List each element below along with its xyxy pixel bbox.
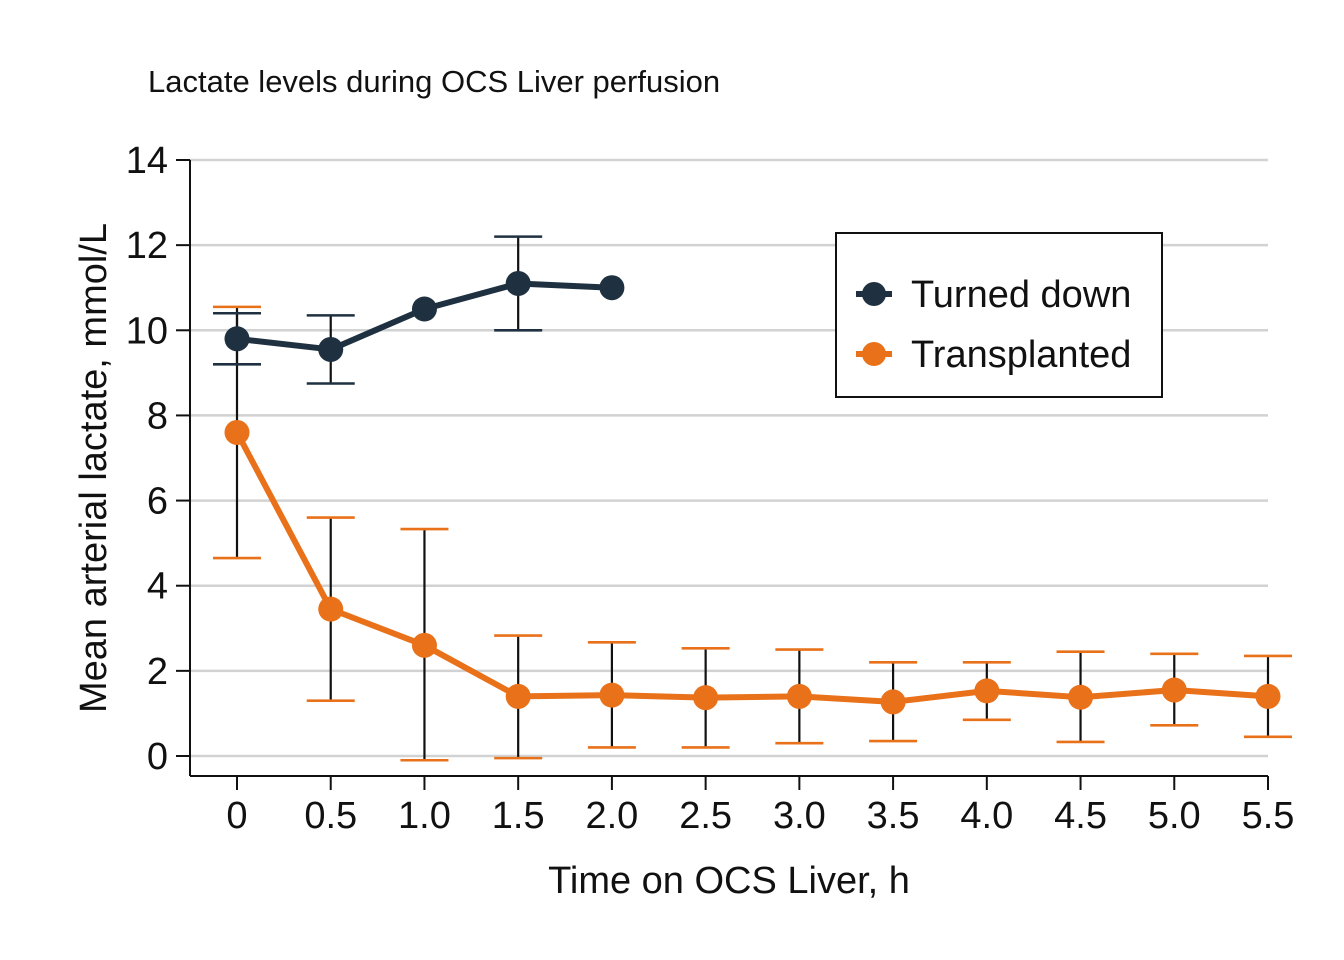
x-axis-label: Time on OCS Liver, h	[548, 860, 910, 902]
x-tick-label-1.0: 1.0	[398, 795, 451, 837]
x-tick-label-1.5: 1.5	[492, 795, 545, 837]
y-tick-label-14: 14	[126, 140, 168, 182]
x-tick-label-4.5: 4.5	[1054, 795, 1107, 837]
y-tick-label-10: 10	[126, 310, 168, 352]
data-point-transplanted	[1255, 683, 1281, 709]
x-tick-label-3.5: 3.5	[867, 795, 920, 837]
data-point-turned-down	[224, 326, 250, 352]
x-tick-label-3.0: 3.0	[773, 795, 826, 837]
y-tick-label-8: 8	[147, 395, 168, 437]
x-tick-label-2.5: 2.5	[679, 795, 732, 837]
chart-title: Lactate levels during OCS Liver perfusio…	[148, 64, 721, 99]
data-point-transplanted	[224, 419, 250, 445]
data-point-turned-down	[599, 275, 625, 301]
x-tick-label-5.5: 5.5	[1242, 795, 1295, 837]
legend: Turned down Transplanted	[835, 232, 1163, 398]
series-points	[224, 270, 1281, 715]
data-point-transplanted	[411, 632, 437, 658]
x-tick-label-2.0: 2.0	[585, 795, 638, 837]
x-tick-label-5.0: 5.0	[1148, 795, 1201, 837]
data-point-transplanted	[693, 685, 719, 711]
data-point-turned-down	[505, 270, 531, 296]
legend-label-turned-down: Turned down	[911, 274, 1131, 316]
series-line-transplanted	[234, 431, 1269, 705]
data-point-transplanted	[1068, 684, 1094, 710]
data-point-transplanted	[880, 689, 906, 715]
legend-marker-turned-down	[862, 282, 886, 306]
x-tick-label-0: 0	[226, 795, 247, 837]
legend-label-transplanted: Transplanted	[911, 334, 1131, 376]
data-point-transplanted	[974, 678, 1000, 704]
y-tick-label-4: 4	[147, 566, 168, 608]
legend-marker-transplanted	[862, 342, 886, 366]
data-point-turned-down	[411, 296, 437, 322]
data-point-transplanted	[505, 683, 531, 709]
x-tick-label-4.0: 4.0	[960, 795, 1013, 837]
data-point-transplanted	[318, 596, 344, 622]
y-axis-label: Mean arterial lactate, mmol/L	[73, 223, 115, 713]
axes: 0 2 4 6 8 10 12 14 0 0.5 1.0 1.5 2.0 2.5 3.0 3.5 4.0 4.5 5…	[126, 140, 1295, 837]
y-tick-label-0: 0	[147, 736, 168, 778]
y-tick-label-12: 12	[126, 225, 168, 267]
y-tick-label-2: 2	[147, 651, 168, 693]
data-point-transplanted	[1161, 677, 1187, 703]
error-bars	[213, 235, 1292, 762]
data-point-transplanted	[599, 682, 625, 708]
data-point-transplanted	[786, 683, 812, 709]
data-point-turned-down	[318, 336, 344, 362]
legend-box	[835, 232, 1163, 398]
y-tick-label-6: 6	[147, 481, 168, 523]
x-tick-label-0.5: 0.5	[304, 795, 357, 837]
